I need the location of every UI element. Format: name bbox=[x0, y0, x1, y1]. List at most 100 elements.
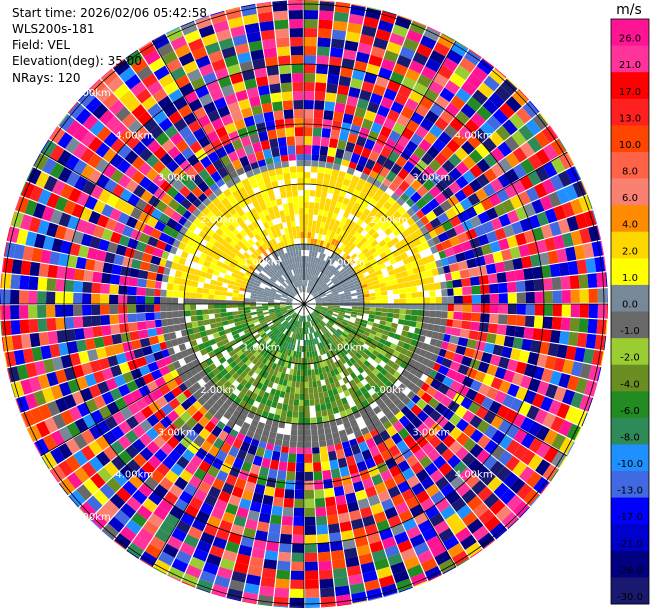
velocity-cell bbox=[262, 299, 269, 303]
velocity-cell bbox=[63, 394, 77, 409]
velocity-cell bbox=[524, 315, 535, 328]
velocity-cell bbox=[1, 289, 11, 304]
velocity-cell bbox=[291, 184, 298, 191]
velocity-cell bbox=[405, 304, 412, 310]
velocity-cell bbox=[325, 92, 337, 103]
velocity-cell bbox=[567, 441, 575, 455]
velocity-cell bbox=[391, 237, 400, 245]
velocity-cell bbox=[220, 197, 230, 207]
velocity-cell bbox=[55, 369, 68, 384]
velocity-cell bbox=[415, 469, 430, 483]
velocity-cell bbox=[35, 421, 51, 438]
velocity-cell bbox=[163, 205, 175, 218]
velocity-cell bbox=[170, 338, 179, 347]
velocity-cell bbox=[178, 125, 193, 139]
velocity-cell bbox=[257, 274, 264, 280]
velocity-cell bbox=[256, 306, 263, 309]
velocity-cell bbox=[245, 518, 258, 530]
velocity-cell bbox=[113, 374, 126, 387]
velocity-cell bbox=[321, 274, 327, 281]
velocity-cell bbox=[327, 307, 334, 311]
velocity-cell bbox=[333, 157, 343, 165]
velocity-cell bbox=[88, 384, 102, 398]
velocity-cell bbox=[456, 504, 472, 520]
velocity-cell bbox=[165, 173, 179, 186]
velocity-cell bbox=[248, 215, 256, 224]
velocity-cell bbox=[346, 226, 353, 234]
velocity-cell bbox=[304, 453, 313, 463]
velocity-cell bbox=[100, 68, 113, 79]
velocity-cell bbox=[220, 291, 227, 296]
velocity-cell bbox=[250, 301, 257, 304]
velocity-cell bbox=[580, 180, 588, 195]
velocity-cell bbox=[343, 446, 354, 458]
velocity-cell bbox=[387, 402, 397, 411]
velocity-cell bbox=[202, 197, 212, 207]
velocity-cell bbox=[579, 304, 589, 318]
velocity-cell bbox=[182, 265, 190, 273]
velocity-cell bbox=[201, 335, 209, 343]
velocity-cell bbox=[383, 592, 398, 598]
velocity-cell bbox=[360, 427, 370, 436]
velocity-cell bbox=[212, 478, 225, 491]
velocity-cell bbox=[491, 429, 506, 445]
velocity-cell bbox=[351, 292, 358, 297]
velocity-cell bbox=[109, 314, 119, 325]
velocity-cell bbox=[409, 166, 422, 179]
velocity-cell bbox=[308, 280, 312, 287]
velocity-cell bbox=[274, 344, 280, 351]
velocity-cell bbox=[268, 431, 277, 439]
velocity-cell bbox=[261, 323, 268, 328]
velocity-cell bbox=[292, 232, 297, 239]
velocity-cell bbox=[136, 287, 146, 296]
velocity-cell bbox=[347, 282, 355, 287]
velocity-cell bbox=[285, 279, 290, 286]
velocity-cell bbox=[271, 252, 277, 259]
velocity-cell bbox=[226, 420, 235, 429]
velocity-cell bbox=[166, 318, 174, 326]
velocity-cell bbox=[112, 411, 126, 425]
velocity-cell bbox=[441, 33, 455, 41]
velocity-cell bbox=[289, 318, 294, 324]
velocity-cell bbox=[399, 46, 416, 60]
velocity-cell bbox=[535, 166, 550, 182]
velocity-cell bbox=[350, 207, 358, 216]
velocity-cell bbox=[357, 366, 365, 374]
velocity-cell bbox=[243, 328, 251, 334]
velocity-cell bbox=[381, 498, 395, 511]
velocity-cell bbox=[463, 423, 477, 438]
velocity-cell bbox=[482, 373, 495, 387]
velocity-cell bbox=[514, 326, 525, 338]
velocity-cell bbox=[289, 277, 293, 284]
velocity-cell bbox=[283, 434, 291, 442]
velocity-cell bbox=[72, 230, 84, 245]
velocity-cell bbox=[357, 251, 365, 259]
velocity-cell bbox=[139, 433, 153, 447]
velocity-cell bbox=[221, 84, 235, 97]
velocity-cell bbox=[381, 256, 390, 263]
velocity-cell bbox=[505, 96, 522, 113]
velocity-cell bbox=[304, 351, 307, 358]
velocity-cell bbox=[234, 43, 250, 55]
velocity-cell bbox=[511, 221, 524, 235]
velocity-cell bbox=[265, 120, 276, 131]
velocity-cell bbox=[279, 268, 285, 275]
velocity-cell bbox=[447, 288, 454, 296]
velocity-cell bbox=[153, 187, 166, 200]
velocity-cell bbox=[150, 255, 162, 266]
velocity-cell bbox=[240, 334, 247, 340]
velocity-cell bbox=[117, 174, 132, 188]
velocity-cell bbox=[169, 505, 184, 520]
velocity-cell bbox=[406, 475, 420, 488]
velocity-cell bbox=[274, 309, 281, 312]
velocity-cell bbox=[365, 158, 376, 171]
velocity-cell bbox=[205, 358, 214, 367]
velocity-cell bbox=[342, 245, 350, 253]
velocity-cell bbox=[286, 471, 296, 481]
velocity-cell bbox=[543, 446, 559, 464]
velocity-cell bbox=[50, 384, 64, 400]
velocity-cell bbox=[314, 284, 319, 290]
velocity-cell bbox=[492, 344, 504, 356]
velocity-cell bbox=[253, 282, 261, 287]
velocity-cell bbox=[153, 350, 164, 361]
